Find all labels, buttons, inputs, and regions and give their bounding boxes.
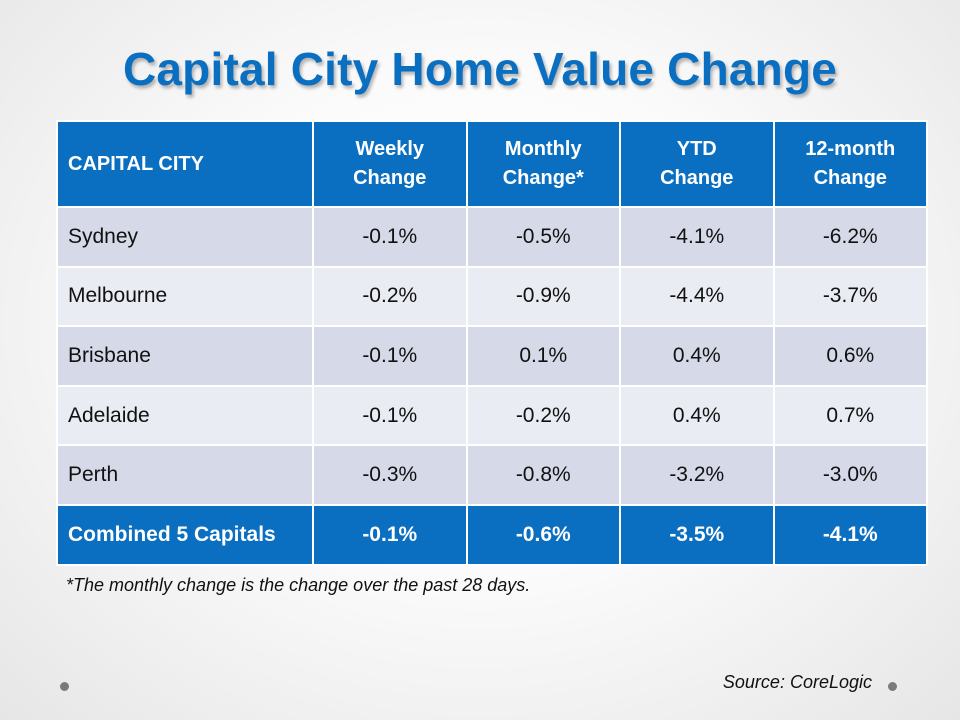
table-row: Adelaide -0.1% -0.2% 0.4% 0.7% [56, 384, 928, 447]
header-weekly-change: Weekly Change [312, 120, 468, 208]
decorative-dot-left [60, 682, 69, 691]
footnote: *The monthly change is the change over t… [66, 575, 531, 595]
monthly-change-cell: -0.5% [465, 206, 621, 268]
total-label: Combined 5 Capitals [56, 503, 314, 566]
monthly-change-cell: -0.9% [465, 265, 621, 328]
header-monthly-change: Monthly Change* [465, 120, 621, 208]
city-name: Melbourne [56, 265, 314, 328]
total-ytd-change: -3.5% [619, 503, 775, 566]
header-ytd-change: YTD Change [619, 120, 775, 208]
table-row: Melbourne -0.2% -0.9% -4.4% -3.7% [56, 265, 928, 328]
city-name: Brisbane [56, 325, 314, 387]
monthly-change-cell: 0.1% [465, 325, 621, 387]
ytd-change-cell: -4.4% [619, 265, 775, 328]
table-row: Brisbane -0.1% 0.1% 0.4% 0.6% [56, 325, 928, 387]
ytd-change-cell: 0.4% [619, 384, 775, 447]
total-weekly-change: -0.1% [312, 503, 468, 566]
weekly-change-cell: -0.3% [312, 444, 468, 506]
total-12-month-change: -4.1% [772, 503, 928, 566]
city-name: Perth [56, 444, 314, 506]
ytd-change-cell: -4.1% [619, 206, 775, 268]
monthly-change-cell: -0.8% [465, 444, 621, 506]
monthly-change-cell: -0.2% [465, 384, 621, 447]
weekly-change-cell: -0.1% [312, 206, 468, 268]
ytd-change-cell: 0.4% [619, 325, 775, 387]
ytd-change-cell: -3.2% [619, 444, 775, 506]
home-value-table: CAPITAL CITY Weekly Change Monthly Chang… [56, 120, 928, 566]
table-row: Sydney -0.1% -0.5% -4.1% -6.2% [56, 206, 928, 268]
header-12-month-change: 12-month Change [772, 120, 928, 208]
city-name: Adelaide [56, 384, 314, 447]
weekly-change-cell: -0.1% [312, 325, 468, 387]
weekly-change-cell: -0.1% [312, 384, 468, 447]
weekly-change-cell: -0.2% [312, 265, 468, 328]
table-row: Perth -0.3% -0.8% -3.2% -3.0% [56, 444, 928, 506]
city-name: Sydney [56, 206, 314, 268]
12-month-change-cell: -6.2% [772, 206, 928, 268]
12-month-change-cell: -3.0% [772, 444, 928, 506]
12-month-change-cell: 0.6% [772, 325, 928, 387]
table-total-row: Combined 5 Capitals -0.1% -0.6% -3.5% -4… [56, 503, 928, 566]
12-month-change-cell: 0.7% [772, 384, 928, 447]
total-monthly-change: -0.6% [465, 503, 621, 566]
source-note: Source: CoreLogic [722, 672, 872, 692]
decorative-dot-right [888, 682, 897, 691]
12-month-change-cell: -3.7% [772, 265, 928, 328]
table-header-row: CAPITAL CITY Weekly Change Monthly Chang… [56, 120, 928, 208]
header-capital-city: CAPITAL CITY [56, 120, 314, 208]
slide-title: Capital City Home Value Change [122, 43, 838, 95]
